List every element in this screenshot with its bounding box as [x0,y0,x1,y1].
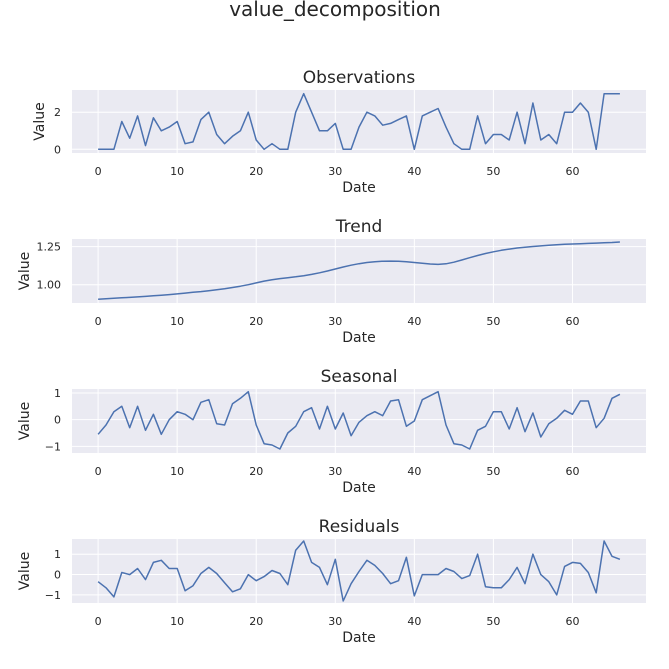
observations-x-tick-label: 30 [328,165,342,178]
seasonal-x-tick-label: 40 [407,465,421,478]
observations-y-axis-label: Value [32,102,48,140]
residuals-x-tick-label: 50 [486,615,500,628]
residuals-x-tick-label: 10 [170,615,184,628]
observations-plot-area [72,90,646,153]
seasonal-x-axis-label: Date [342,480,375,496]
observations-y-tick-label: 2 [54,106,61,119]
residuals-x-tick-label: 40 [407,615,421,628]
trend-y-tick-label: 1.25 [37,241,62,254]
seasonal-y-axis-label: Value [17,402,33,440]
observations-x-axis-label: Date [342,180,375,196]
observations-x-tick-label: 60 [565,165,579,178]
trend-series-line [98,241,620,300]
trend-x-tick-label: 60 [565,315,579,328]
observations-x-tick-label: 40 [407,165,421,178]
residuals-y-tick-label: −1 [45,589,61,602]
residuals-series-line [97,540,621,602]
seasonal-plot-area [72,389,646,453]
observations-y-tick-label: 0 [54,143,61,156]
residuals-x-axis-label: Date [342,630,375,646]
residuals-x-tick-label: 0 [95,615,102,628]
observations-x-tick-label: 20 [249,165,263,178]
seasonal-x-tick-label: 60 [565,465,579,478]
seasonal-title: Seasonal [321,367,398,387]
residuals-x-tick-label: 20 [249,615,263,628]
residuals-x-tick-label: 60 [565,615,579,628]
observations-x-tick-label: 50 [486,165,500,178]
observations-title: Observations [303,68,416,88]
seasonal-x-tick-label: 0 [95,465,102,478]
trend-title: Trend [335,217,383,237]
trend-plot-area [72,239,646,303]
residuals-panel: 0 10 20 30 40 50 60 −1 0 1 Residuals Date Value [17,517,646,646]
trend-x-tick-label: 30 [328,315,342,328]
seasonal-y-tick-label: 0 [54,414,61,427]
residuals-y-tick-label: 0 [54,569,61,582]
seasonal-x-tick-label: 10 [170,465,184,478]
seasonal-series-line [97,390,621,450]
residuals-y-tick-label: 1 [54,548,61,561]
residuals-x-tick-label: 30 [328,615,342,628]
seasonal-x-tick-label: 30 [328,465,342,478]
trend-x-tick-label: 10 [170,315,184,328]
seasonal-x-tick-label: 50 [486,465,500,478]
trend-x-tick-label: 50 [486,315,500,328]
trend-x-tick-label: 20 [249,315,263,328]
trend-y-tick-label: 1.00 [37,279,62,292]
residuals-title: Residuals [319,517,400,537]
observations-x-tick-label: 10 [170,165,184,178]
seasonal-x-tick-label: 20 [249,465,263,478]
trend-x-tick-label: 40 [407,315,421,328]
seasonal-y-tick-label: 1 [54,387,61,400]
seasonal-panel: 0 10 20 30 40 50 60 −1 0 1 Seasonal Date Value [17,367,646,496]
figure-title: value_decomposition [229,0,441,21]
residuals-y-axis-label: Value [17,552,33,590]
trend-x-axis-label: Date [342,330,375,346]
observations-series-line [98,92,620,151]
trend-x-tick-label: 0 [95,315,102,328]
trend-y-axis-label: Value [17,252,33,290]
observations-panel: 0 10 20 30 40 50 60 0 2 Observations Date Value [32,68,646,196]
trend-panel: 0 10 20 30 40 50 60 1.00 1.25 Trend Date Value [17,217,646,346]
observations-x-tick-label: 0 [95,165,102,178]
seasonal-y-tick-label: −1 [45,440,61,453]
